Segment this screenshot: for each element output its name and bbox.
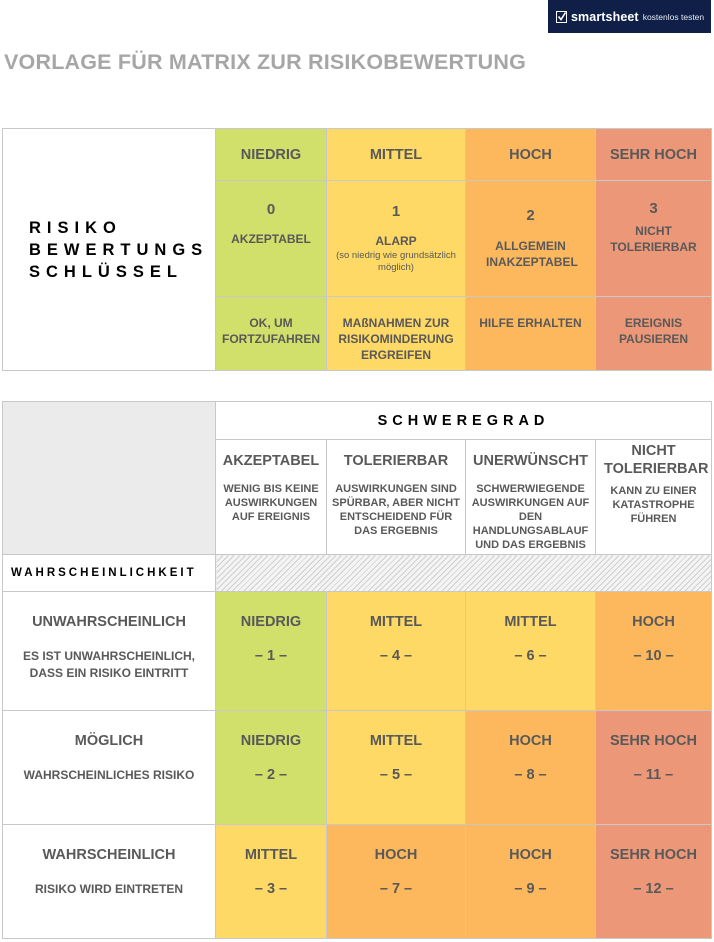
severity-heading: UNERWÜNSCHT xyxy=(473,453,588,469)
severity-heading: NICHT TOLERIERBAR xyxy=(604,443,709,477)
matrix-cell-value: – 7 – xyxy=(379,881,413,897)
matrix-cell-value: – 1 – xyxy=(254,648,288,664)
matrix-cell-value: – 2 – xyxy=(254,767,288,783)
likelihood-title: WAHRSCHEINLICHKEIT xyxy=(2,554,216,592)
key-rating: ALLGEMEIN INAKZEPTABEL xyxy=(486,239,578,269)
matrix-cell-value: – 12 – xyxy=(633,881,674,897)
free-trial-link[interactable]: kostenlos testen xyxy=(642,11,705,22)
likelihood-description: ES IST UNWAHRSCHEINLICH, DASS EIN RISIKO… xyxy=(23,649,196,680)
smartsheet-banner[interactable]: smartsheet kostenlos testen xyxy=(548,0,711,33)
severity-description: WENIG BIS KEINE AUSWIRKUNGEN AUF EREIGNI… xyxy=(223,483,319,523)
likelihood-hatched-bar xyxy=(215,554,712,592)
severity-tolerable: TOLERIERBAR AUSWIRKUNGEN SIND SPÜRBAR, A… xyxy=(326,439,466,555)
key-level-low: NIEDRIG xyxy=(215,128,327,181)
severity-intolerable: NICHT TOLERIERBAR KANN ZU EINER KATASTRO… xyxy=(595,439,712,555)
matrix-cell-value: – 3 – xyxy=(254,881,288,897)
matrix-cell-level: MITTEL xyxy=(369,733,423,749)
matrix-cell-level: MITTEL xyxy=(244,847,298,863)
matrix-cell: HOCH – 9 – xyxy=(465,824,596,939)
key-level-very-high: SEHR HOCH xyxy=(595,128,712,181)
key-rating-low: 0 AKZEPTABEL xyxy=(215,180,327,297)
severity-acceptable: AKZEPTABEL WENIG BIS KEINE AUSWIRKUNGEN … xyxy=(215,439,327,555)
key-rating-medium: 1 ALARP (so niedrig wie grundsätzlich mö… xyxy=(326,180,466,297)
key-level-medium: MITTEL xyxy=(326,128,466,181)
matrix-cell: MITTEL – 4 – xyxy=(326,591,466,711)
likelihood-heading: MÖGLICH xyxy=(74,733,144,749)
matrix-cell-value: – 4 – xyxy=(379,648,413,664)
page-title: VORLAGE FÜR MATRIX ZUR RISIKOBEWERTUNG xyxy=(4,50,526,74)
likelihood-heading: UNWAHRSCHEINLICH xyxy=(32,614,186,630)
matrix-cell: SEHR HOCH – 12 – xyxy=(595,824,712,939)
matrix-cell-level: SEHR HOCH xyxy=(609,847,697,863)
matrix-cell-level: HOCH xyxy=(374,847,418,863)
risk-key-table: RISIKO BEWERTUNGS SCHLÜSSEL NIEDRIG MITT… xyxy=(2,128,712,371)
matrix-cell: MITTEL – 5 – xyxy=(326,710,466,825)
key-rating-high: 2 ALLGEMEIN INAKZEPTABEL xyxy=(465,180,596,297)
matrix-cell-value: – 10 – xyxy=(633,648,674,664)
key-number: 0 xyxy=(266,201,276,218)
smartsheet-brand: smartsheet xyxy=(571,9,639,24)
matrix-cell: SEHR HOCH – 11 – xyxy=(595,710,712,825)
key-rating: ALARP xyxy=(375,234,417,248)
key-level-high: HOCH xyxy=(465,128,596,181)
severity-description: KANN ZU EINER KATASTROPHE FÜHREN xyxy=(610,485,697,525)
risk-key-label-line-1: RISIKO xyxy=(29,218,122,237)
likelihood-description: WAHRSCHEINLICHES RISIKO xyxy=(23,768,195,782)
matrix-cell: MITTEL – 3 – xyxy=(215,824,327,939)
matrix-cell-value: – 5 – xyxy=(379,767,413,783)
risk-matrix-table: SCHWEREGRAD AKZEPTABEL WENIG BIS KEINE A… xyxy=(2,401,712,939)
key-number: 1 xyxy=(391,203,401,220)
matrix-cell-level: MITTEL xyxy=(504,614,557,630)
matrix-cell-value: – 11 – xyxy=(633,767,674,783)
key-action-medium: MAßNAHMEN ZUR RISIKOMINDERUNG ERGREIFEN xyxy=(326,296,466,371)
matrix-cell: NIEDRIG – 2 – xyxy=(215,710,327,825)
matrix-cell-level: NIEDRIG xyxy=(240,733,302,749)
key-number: 3 xyxy=(649,200,658,217)
key-rating: AKZEPTABEL xyxy=(231,232,311,246)
matrix-cell-level: MITTEL xyxy=(369,614,423,630)
matrix-cell-level: HOCH xyxy=(632,614,675,630)
matrix-cell-level: HOCH xyxy=(509,847,552,863)
matrix-corner xyxy=(2,401,216,555)
risk-key-label: RISIKO BEWERTUNGS SCHLÜSSEL xyxy=(2,128,216,371)
matrix-cell-level: NIEDRIG xyxy=(240,614,302,630)
severity-heading: AKZEPTABEL xyxy=(222,453,320,469)
key-action-high: HILFE ERHALTEN xyxy=(465,296,596,371)
matrix-cell-value: – 6 – xyxy=(514,648,547,664)
severity-undesirable: UNERWÜNSCHT SCHWERWIEGENDE AUSWIRKUNGEN … xyxy=(465,439,596,555)
matrix-cell-value: – 9 – xyxy=(514,881,547,897)
matrix-cell: NIEDRIG – 1 – xyxy=(215,591,327,711)
risk-key-label-line-2: BEWERTUNGS xyxy=(29,240,209,259)
risk-key-label-line-3: SCHLÜSSEL xyxy=(29,262,183,281)
key-action-low: OK, UM FORTZUFAHREN xyxy=(215,296,327,371)
matrix-cell: HOCH – 10 – xyxy=(595,591,712,711)
smartsheet-logo-icon xyxy=(556,10,567,23)
likelihood-heading: WAHRSCHEINLICH xyxy=(42,847,176,863)
key-rating-very-high: 3 NICHT TOLERIERBAR xyxy=(595,180,712,297)
severity-heading: TOLERIERBAR xyxy=(343,453,449,469)
key-action-very-high: EREIGNIS PAUSIEREN xyxy=(595,296,712,371)
matrix-cell-level: HOCH xyxy=(509,733,552,749)
matrix-cell: HOCH – 7 – xyxy=(326,824,466,939)
severity-title: SCHWEREGRAD xyxy=(215,401,712,440)
severity-description: AUSWIRKUNGEN SIND SPÜRBAR, ABER NICHT EN… xyxy=(332,483,460,537)
matrix-cell-level: SEHR HOCH xyxy=(609,733,697,749)
matrix-cell: HOCH – 8 – xyxy=(465,710,596,825)
likelihood-possible: MÖGLICH WAHRSCHEINLICHES RISIKO xyxy=(2,710,216,825)
matrix-cell-value: – 8 – xyxy=(514,767,547,783)
matrix-cell: MITTEL – 6 – xyxy=(465,591,596,711)
likelihood-likely: WAHRSCHEINLICH RISIKO WIRD EINTRETEN xyxy=(2,824,216,939)
likelihood-description: RISIKO WIRD EINTRETEN xyxy=(34,882,183,896)
key-rating-note: (so niedrig wie grundsätzlich möglich) xyxy=(336,250,456,273)
likelihood-unlikely: UNWAHRSCHEINLICH ES IST UNWAHRSCHEINLICH… xyxy=(2,591,216,711)
severity-description: SCHWERWIEGENDE AUSWIRKUNGEN AUF DEN HAND… xyxy=(471,483,590,551)
key-number: 2 xyxy=(526,207,535,224)
key-rating: NICHT TOLERIERBAR xyxy=(610,224,697,254)
